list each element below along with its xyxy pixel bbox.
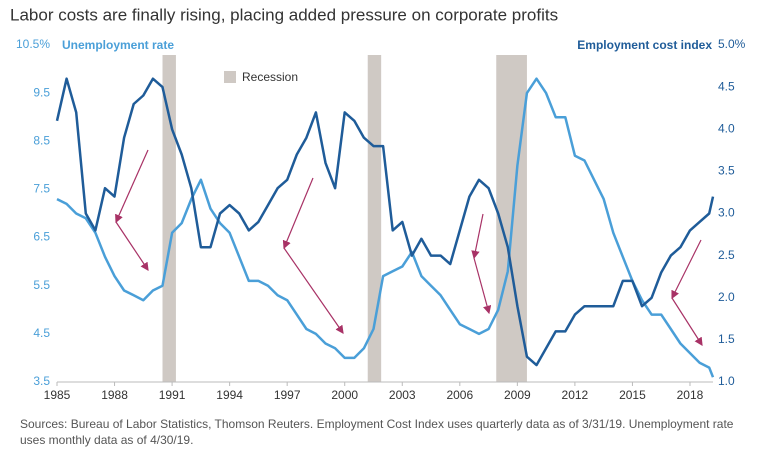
x-tick-label: 1991 (159, 388, 186, 402)
x-tick-label: 2003 (389, 388, 416, 402)
y-axis-title: Unemployment rate (62, 38, 174, 52)
x-tick-label: 2006 (446, 388, 473, 402)
y2-tick-label: 5.0% (718, 37, 746, 51)
y-tick-label: 9.5 (33, 85, 50, 99)
y-tick-label: 6.5 (33, 230, 50, 244)
series-line (55, 77, 715, 367)
y-tick-label: 5.5 (33, 278, 50, 292)
x-tick-label: 2009 (504, 388, 531, 402)
y2-tick-label: 3.0 (718, 206, 735, 220)
chart-title: Labor costs are finally rising, placing … (10, 5, 558, 24)
source-note: Sources: Bureau of Labor Statistics, Tho… (20, 417, 734, 447)
x-tick-label: 2018 (677, 388, 704, 402)
y-tick-label: 8.5 (33, 133, 50, 147)
y-tick-label: 10.5% (16, 37, 50, 51)
y2-tick-label: 2.0 (718, 290, 735, 304)
x-tick-label: 1985 (44, 388, 71, 402)
legend-swatch (224, 71, 236, 83)
series-line (56, 77, 715, 378)
recession-band (162, 55, 176, 382)
x-tick-label: 1994 (216, 388, 243, 402)
y-tick-label: 7.5 (33, 182, 50, 196)
y2-tick-label: 1.5 (718, 332, 735, 346)
y2-tick-label: 3.5 (718, 164, 735, 178)
y2-axis-title: Employment cost index (577, 38, 712, 52)
y-tick-label: 3.5 (33, 374, 50, 388)
y2-tick-label: 2.5 (718, 248, 735, 262)
x-tick-label: 2012 (562, 388, 589, 402)
arrows (115, 149, 703, 347)
y2-tick-label: 4.5 (718, 79, 735, 93)
x-tick-label: 1988 (101, 388, 128, 402)
x-tick-label: 2015 (619, 388, 646, 402)
y2-tick-label: 1.0 (718, 374, 735, 388)
chart: Labor costs are finally rising, placing … (10, 5, 746, 402)
x-tick-label: 1997 (274, 388, 301, 402)
y-tick-label: 4.5 (33, 326, 50, 340)
x-tick-label: 2000 (331, 388, 358, 402)
recession-band (367, 55, 382, 382)
legend-label: Recession (242, 70, 298, 84)
y2-tick-label: 4.0 (718, 121, 735, 135)
